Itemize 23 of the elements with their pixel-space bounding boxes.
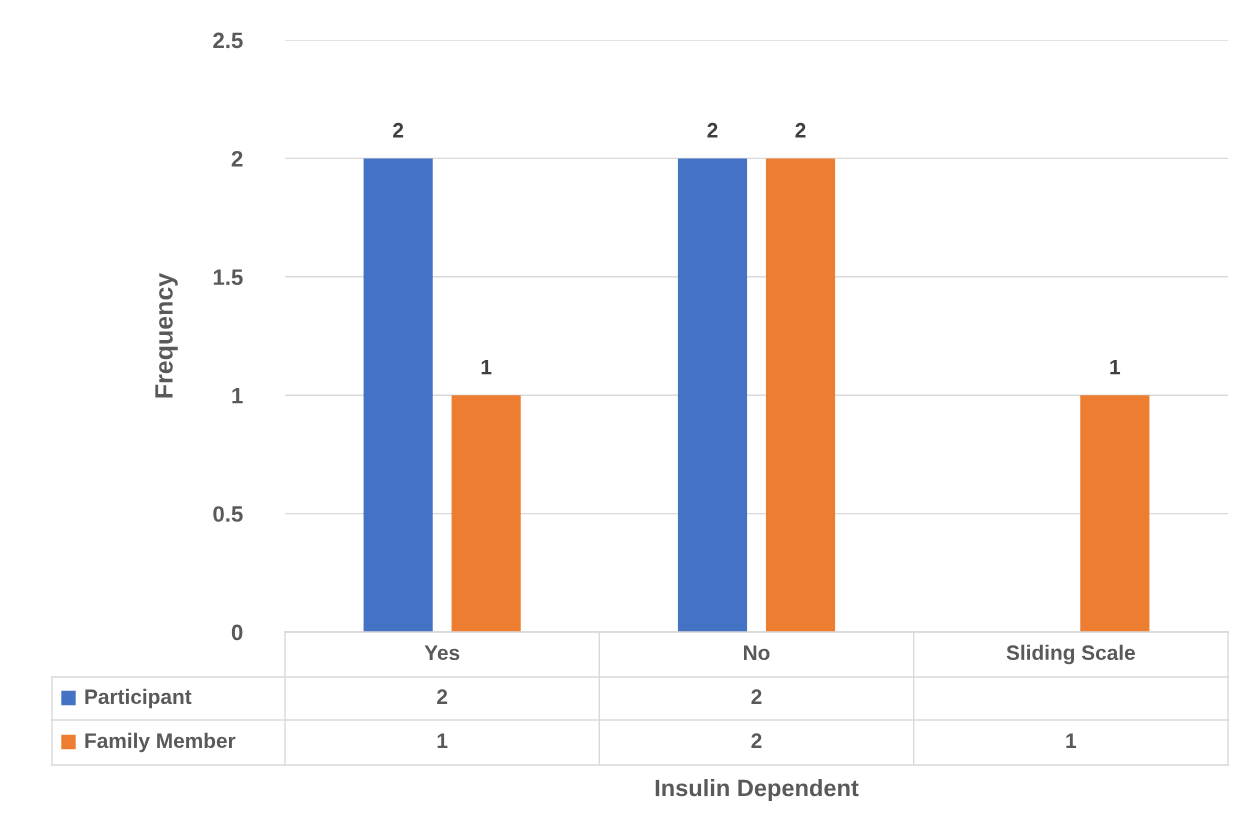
data-label: 2 xyxy=(751,689,762,704)
x-tick-label: No xyxy=(744,645,770,661)
y-tick-label: 2 xyxy=(231,150,243,167)
y-axis-title: Frequency xyxy=(155,272,178,398)
data-label: 2 xyxy=(751,733,762,748)
text: 2 xyxy=(795,122,806,138)
y-tick-label: 0 xyxy=(231,624,243,641)
y-tick-label: 1 xyxy=(232,387,243,404)
x-tick-label: Yes xyxy=(424,645,460,661)
data-label: 1 xyxy=(437,733,448,748)
data-label: 2 xyxy=(437,689,448,704)
y-tick-label: 0.5 xyxy=(213,506,243,522)
x-axis-title: Insulin Dependent xyxy=(655,778,859,802)
text: 1 xyxy=(481,359,492,375)
x-tick-label: Sliding Scale xyxy=(1006,644,1135,665)
text: 2 xyxy=(393,122,404,138)
y-tick-label: 2.5 xyxy=(213,32,243,49)
y-tick-label: 1.5 xyxy=(213,269,243,286)
text: 2 xyxy=(707,122,718,138)
legend-label: Participant xyxy=(85,688,192,709)
text: 1 xyxy=(1110,359,1121,375)
legend-label: Family Member xyxy=(85,732,236,753)
data-label: 1 xyxy=(1066,733,1077,748)
